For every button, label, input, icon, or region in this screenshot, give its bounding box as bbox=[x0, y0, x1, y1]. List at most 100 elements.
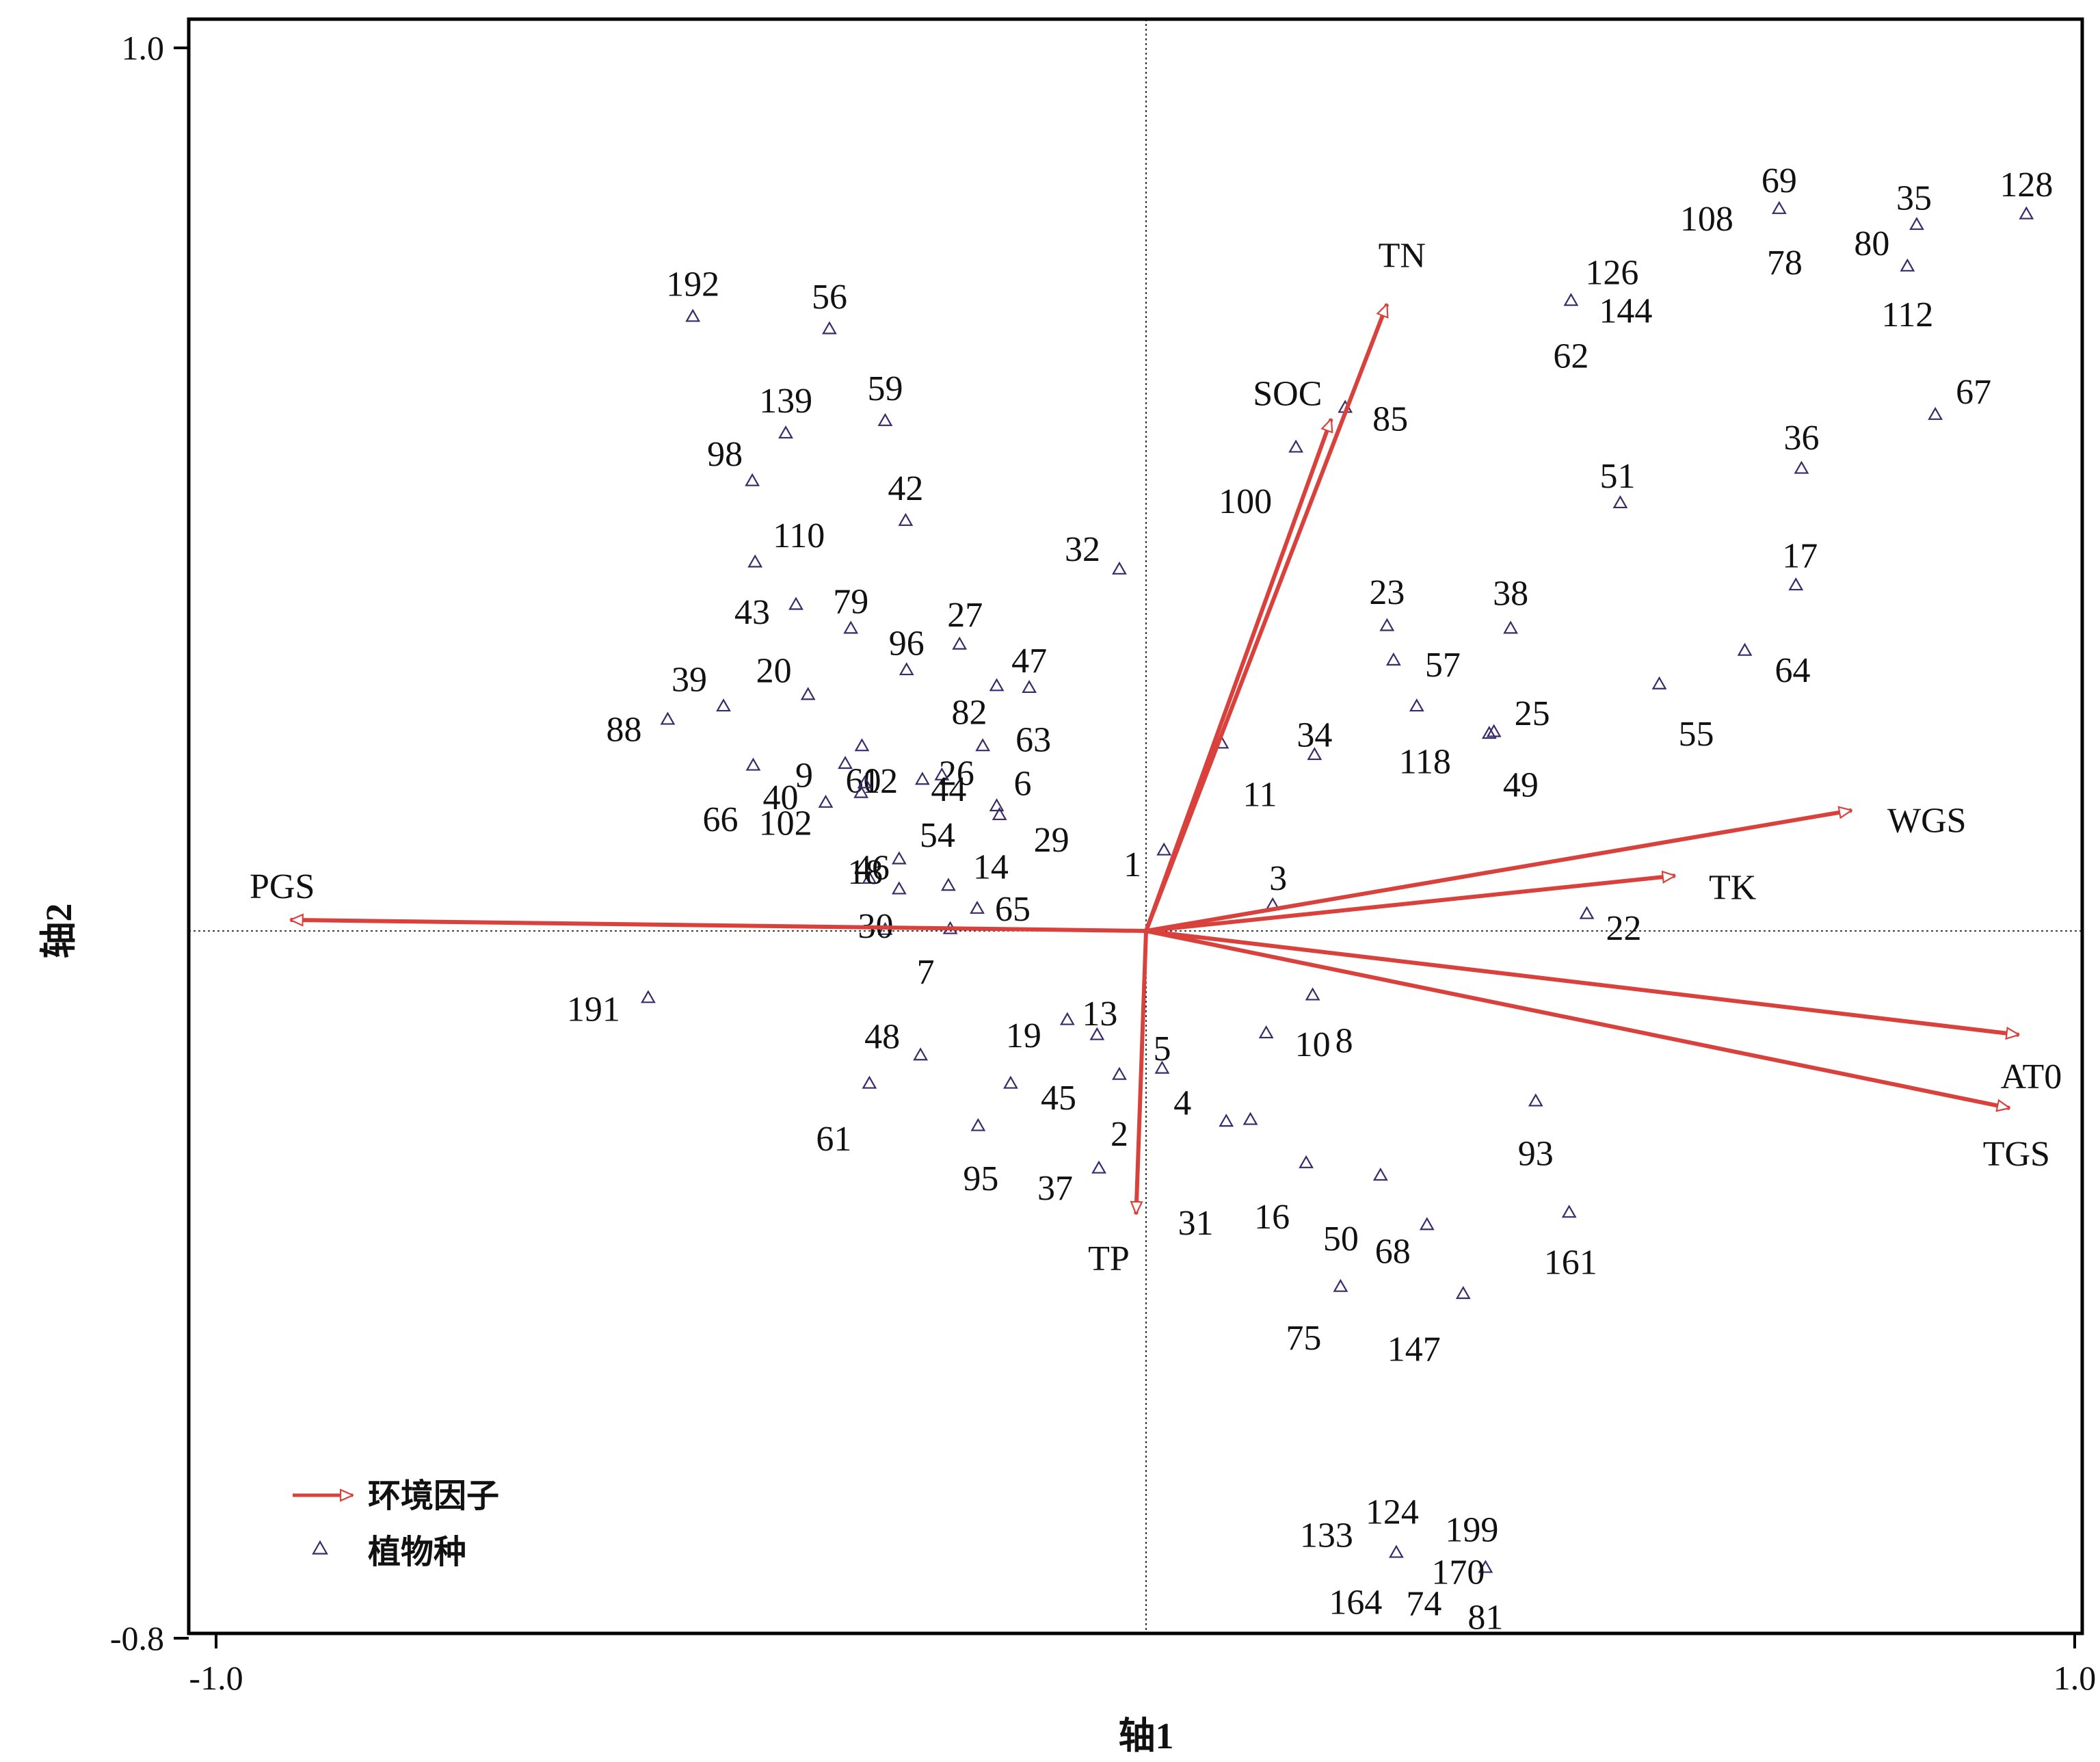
species-label: 44 bbox=[931, 770, 966, 809]
species-label: 19 bbox=[1006, 1016, 1041, 1055]
species-label: 7 bbox=[917, 953, 935, 992]
species-marker bbox=[970, 1118, 986, 1131]
species-marker bbox=[1455, 1286, 1471, 1300]
species-label: 14 bbox=[973, 848, 1009, 887]
species-marker bbox=[913, 1047, 929, 1061]
species-marker bbox=[1003, 1075, 1018, 1089]
species-marker bbox=[1481, 726, 1497, 739]
species-label: 39 bbox=[672, 660, 707, 699]
species-label: 2 bbox=[1111, 1115, 1128, 1154]
species-marker bbox=[952, 636, 968, 650]
y-tick-label: 1.0 bbox=[122, 29, 165, 67]
species-label: 49 bbox=[1503, 765, 1539, 804]
species-marker bbox=[660, 711, 676, 725]
vector-label: TP bbox=[1088, 1239, 1130, 1278]
species-label: 95 bbox=[963, 1159, 998, 1198]
species-label: 5 bbox=[1153, 1029, 1171, 1068]
species-label: 65 bbox=[995, 890, 1031, 929]
species-label: 128 bbox=[1999, 166, 2053, 205]
species-label: 16 bbox=[1254, 1198, 1290, 1237]
species-label: 18 bbox=[847, 853, 883, 892]
species-marker bbox=[1503, 620, 1518, 634]
species-marker bbox=[788, 596, 803, 610]
legend-triangle-icon bbox=[312, 1540, 328, 1555]
legend-label-env-factor: 环境因子 bbox=[368, 1478, 499, 1514]
x-tick-label: 1.0 bbox=[2054, 1659, 2097, 1697]
species-label: 45 bbox=[1041, 1079, 1076, 1118]
species-label: 50 bbox=[1323, 1220, 1359, 1259]
species-label: 102 bbox=[759, 804, 812, 843]
species-label: 82 bbox=[952, 694, 987, 733]
species-label: 139 bbox=[759, 382, 812, 421]
species-label: 88 bbox=[606, 711, 641, 750]
species-marker bbox=[843, 620, 859, 634]
species-label: 31 bbox=[1178, 1204, 1214, 1243]
species-marker bbox=[1091, 1160, 1106, 1174]
species-label: 164 bbox=[1329, 1583, 1382, 1622]
species-label: 118 bbox=[1399, 742, 1451, 781]
species-marker bbox=[1389, 1544, 1404, 1558]
species-marker bbox=[641, 990, 656, 1003]
plot-frame bbox=[187, 17, 2084, 1635]
species-label: 79 bbox=[833, 583, 868, 622]
species-label: 170 bbox=[1431, 1553, 1485, 1592]
x-tick-label: -1.0 bbox=[189, 1659, 243, 1697]
vector-label: PGS bbox=[250, 867, 315, 906]
vector-label: TN bbox=[1379, 237, 1426, 276]
vector-label: TK bbox=[1709, 868, 1757, 907]
species-label: 126 bbox=[1585, 253, 1638, 292]
species-label: 80 bbox=[1854, 224, 1889, 263]
species-label: 61 bbox=[816, 1120, 851, 1159]
species-marker bbox=[1788, 577, 1804, 591]
species-marker bbox=[1478, 1560, 1493, 1573]
vector-label: WGS bbox=[1887, 802, 1967, 841]
species-marker bbox=[914, 772, 930, 785]
species-marker bbox=[1794, 460, 1809, 474]
species-label: 67 bbox=[1956, 373, 1991, 412]
species-label: 98 bbox=[707, 435, 743, 474]
species-marker bbox=[1089, 1027, 1105, 1040]
species-label: 29 bbox=[1034, 821, 1069, 860]
species-marker bbox=[1307, 747, 1323, 761]
species-marker bbox=[877, 412, 893, 426]
species-label: 37 bbox=[1037, 1169, 1073, 1208]
species-label: 6 bbox=[1014, 764, 1032, 803]
species-label: 48 bbox=[864, 1018, 900, 1057]
species-marker bbox=[1528, 1093, 1543, 1107]
y-tick-label: -0.8 bbox=[110, 1619, 164, 1657]
species-label: 96 bbox=[889, 624, 925, 663]
species-label: 12 bbox=[862, 762, 898, 801]
species-marker bbox=[1242, 1112, 1258, 1125]
vector-label: AT0 bbox=[2001, 1057, 2062, 1096]
species-marker bbox=[1579, 906, 1595, 919]
species-label: 8 bbox=[1335, 1022, 1353, 1061]
y-axis-title: 轴2 bbox=[38, 904, 79, 959]
species-marker bbox=[1928, 406, 1943, 420]
species-label: 3 bbox=[1269, 859, 1287, 898]
vector-tgs bbox=[1145, 929, 2010, 1108]
species-marker bbox=[862, 1075, 877, 1089]
species-marker bbox=[1561, 1205, 1577, 1218]
species-label: 161 bbox=[1544, 1243, 1597, 1282]
species-marker bbox=[1156, 842, 1172, 856]
species-label: 75 bbox=[1286, 1319, 1321, 1358]
species-label: 34 bbox=[1297, 715, 1332, 754]
species-label: 10 bbox=[1295, 1025, 1331, 1064]
species-marker bbox=[747, 554, 763, 568]
species-label: 110 bbox=[773, 516, 825, 555]
species-label: 51 bbox=[1599, 457, 1635, 496]
species-label: 36 bbox=[1783, 419, 1819, 458]
species-marker bbox=[1288, 439, 1304, 453]
vector-label: SOC bbox=[1253, 375, 1322, 414]
species-label: 35 bbox=[1896, 179, 1932, 218]
vector-tk bbox=[1145, 876, 1675, 933]
species-label: 199 bbox=[1445, 1511, 1498, 1550]
species-marker bbox=[2019, 206, 2034, 220]
species-marker bbox=[1409, 698, 1424, 712]
species-label: 100 bbox=[1219, 482, 1272, 521]
species-marker bbox=[1612, 495, 1628, 509]
species-label: 85 bbox=[1372, 400, 1408, 439]
species-label: 66 bbox=[703, 800, 739, 839]
species-marker bbox=[970, 900, 985, 914]
